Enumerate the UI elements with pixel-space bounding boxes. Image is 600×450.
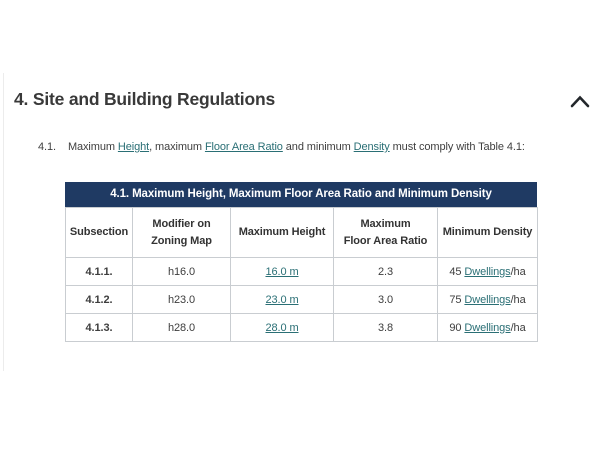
modifier-cell: h16.0 (132, 257, 231, 286)
subsection-cell: 4.1.3. (65, 313, 133, 342)
density-unit: /ha (510, 265, 526, 278)
max-height-link[interactable]: 23.0 m (265, 293, 299, 306)
max-height-link[interactable]: 28.0 m (265, 321, 299, 334)
section-heading: 4. Site and Building Regulations (14, 89, 275, 109)
floor-area-ratio-cell: 3.0 (333, 285, 438, 314)
dwellings-link[interactable]: Dwellings (464, 265, 511, 278)
table-row: 4.1.1. h16.0 16.0 m 2.3 45 Dwellings/ha (65, 257, 538, 286)
clause-number: 4.1. (38, 141, 56, 153)
floor-area-ratio-link[interactable]: Floor Area Ratio (204, 141, 283, 153)
subsection-cell: 4.1.1. (65, 257, 133, 286)
clause-text-segment: Maximum (67, 141, 118, 153)
density-value: 45 (449, 265, 465, 278)
subsection-cell: 4.1.2. (65, 285, 133, 314)
column-header-subsection: Subsection (65, 207, 133, 258)
regulations-table: 4.1. Maximum Height, Maximum Floor Area … (65, 182, 538, 342)
column-header-modifier: Modifier on Zoning Map (132, 207, 231, 258)
clause-4-1: 4.1. Maximum Height, maximum Floor Area … (38, 141, 525, 153)
density-unit: /ha (510, 293, 526, 306)
density-link[interactable]: Density (353, 141, 390, 153)
height-link[interactable]: Height (117, 141, 150, 153)
density-cell: 90 Dwellings/ha (437, 313, 538, 342)
clause-text-segment: and minimum (282, 141, 354, 153)
floor-area-ratio-cell: 3.8 (333, 313, 438, 342)
table-row: 4.1.3. h28.0 28.0 m 3.8 90 Dwellings/ha (65, 313, 538, 342)
table-row: 4.1.2. h23.0 23.0 m 3.0 75 Dwellings/ha (65, 285, 538, 314)
max-height-cell: 28.0 m (230, 313, 334, 342)
modifier-cell: h28.0 (132, 313, 231, 342)
max-height-cell: 16.0 m (230, 257, 334, 286)
density-cell: 75 Dwellings/ha (437, 285, 538, 314)
collapse-section-button[interactable] (564, 90, 596, 116)
table-header-row: Subsection Modifier on Zoning Map Maximu… (65, 207, 538, 258)
column-header-max-height: Maximum Height (230, 207, 334, 258)
column-header-floor-area-ratio: Maximum Floor Area Ratio (333, 207, 438, 258)
clause-text: Maximum Height, maximum Floor Area Ratio… (68, 141, 525, 153)
density-unit: /ha (510, 321, 526, 334)
modifier-cell: h23.0 (132, 285, 231, 314)
density-value: 90 (449, 321, 465, 334)
dwellings-link[interactable]: Dwellings (464, 321, 511, 334)
table-title: 4.1. Maximum Height, Maximum Floor Area … (65, 182, 537, 207)
density-value: 75 (449, 293, 465, 306)
max-height-cell: 23.0 m (230, 285, 334, 314)
floor-area-ratio-cell: 2.3 (333, 257, 438, 286)
clause-text-segment: must comply with Table 4.1: (389, 141, 525, 153)
density-cell: 45 Dwellings/ha (437, 257, 538, 286)
panel-divider (3, 73, 4, 371)
clause-text-segment: , maximum (149, 141, 205, 153)
max-height-link[interactable]: 16.0 m (265, 265, 299, 278)
chevron-up-icon (566, 95, 594, 116)
dwellings-link[interactable]: Dwellings (464, 293, 511, 306)
column-header-min-density: Minimum Density (437, 207, 538, 258)
